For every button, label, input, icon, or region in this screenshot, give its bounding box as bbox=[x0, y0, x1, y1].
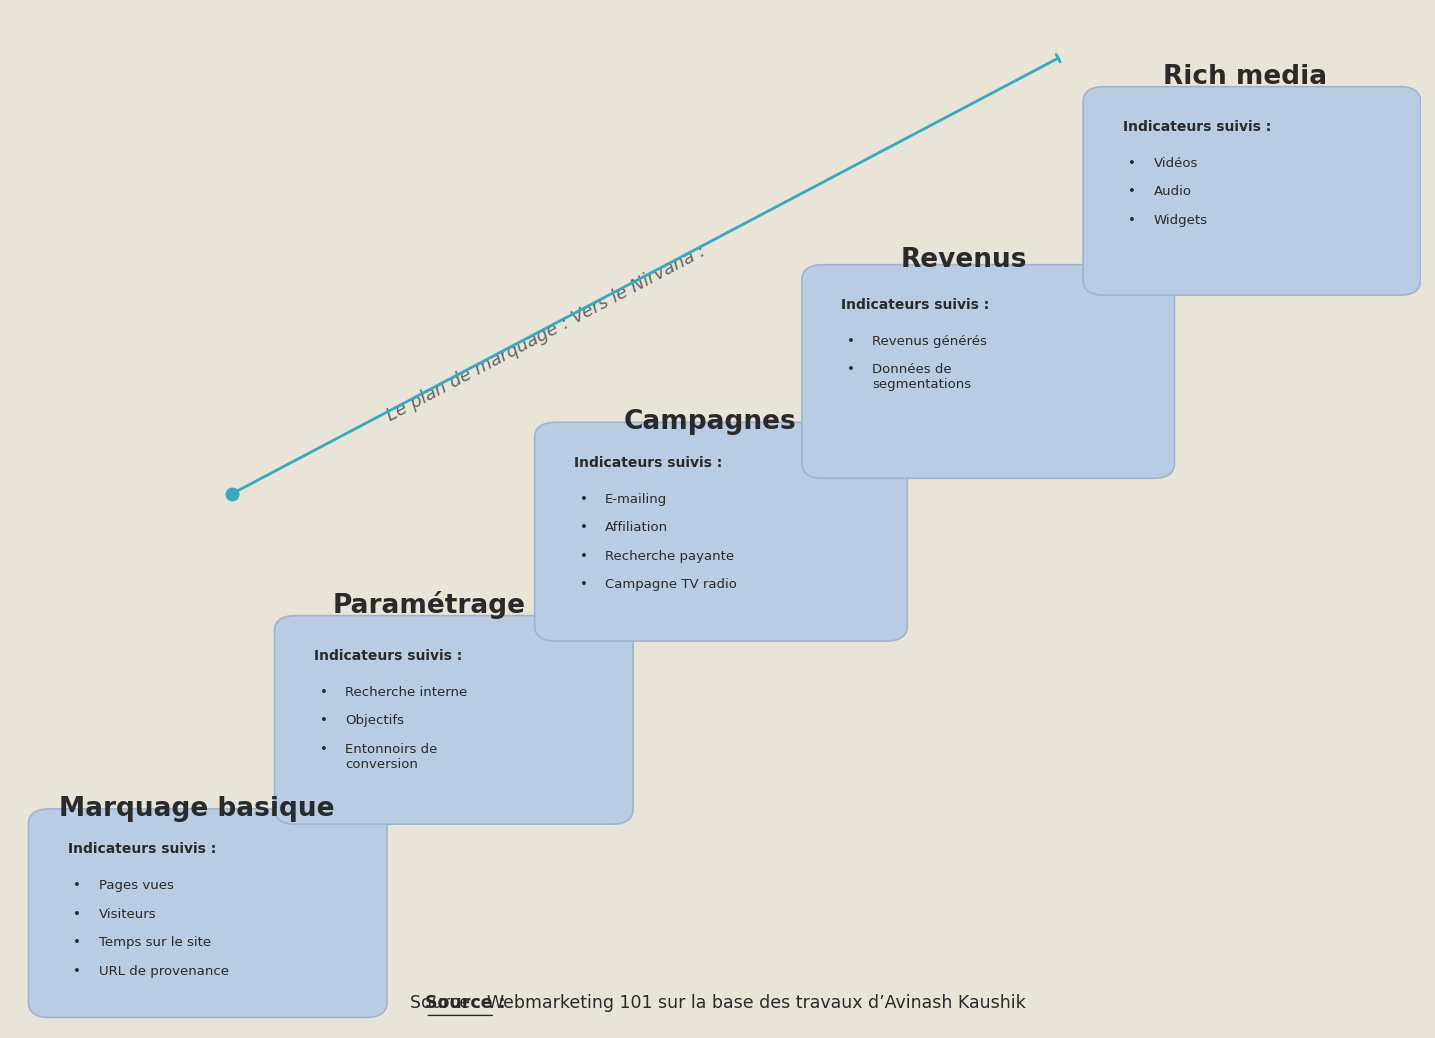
Text: E-mailing: E-mailing bbox=[606, 493, 667, 506]
Text: Audio: Audio bbox=[1154, 186, 1191, 198]
Text: •: • bbox=[320, 686, 327, 699]
Text: Campagne TV radio: Campagne TV radio bbox=[606, 578, 736, 591]
Text: Indicateurs suivis :: Indicateurs suivis : bbox=[1122, 120, 1271, 134]
Text: Indicateurs suivis :: Indicateurs suivis : bbox=[841, 298, 990, 312]
Text: •: • bbox=[580, 549, 587, 563]
Text: Paramétrage: Paramétrage bbox=[333, 592, 525, 620]
Text: Source :: Source : bbox=[425, 994, 507, 1012]
Text: Recherche interne: Recherche interne bbox=[344, 686, 466, 699]
Text: Indicateurs suivis :: Indicateurs suivis : bbox=[67, 843, 217, 856]
Text: Recherche payante: Recherche payante bbox=[606, 549, 735, 563]
Text: •: • bbox=[847, 363, 855, 377]
Text: Visiteurs: Visiteurs bbox=[99, 907, 156, 921]
Text: •: • bbox=[320, 714, 327, 728]
FancyBboxPatch shape bbox=[535, 422, 907, 641]
Text: •: • bbox=[73, 879, 82, 892]
Text: •: • bbox=[73, 936, 82, 949]
Text: Campagnes: Campagnes bbox=[624, 409, 796, 435]
Text: •: • bbox=[580, 578, 587, 591]
Text: •: • bbox=[1128, 214, 1137, 227]
Text: Affiliation: Affiliation bbox=[606, 521, 669, 534]
Text: Vidéos: Vidéos bbox=[1154, 157, 1198, 170]
Text: Source : Webmarketing 101 sur la base des travaux d’Avinash Kaushik: Source : Webmarketing 101 sur la base de… bbox=[409, 994, 1026, 1012]
Text: Indicateurs suivis :: Indicateurs suivis : bbox=[314, 649, 462, 663]
Text: Temps sur le site: Temps sur le site bbox=[99, 936, 211, 949]
Text: •: • bbox=[1128, 157, 1137, 170]
FancyBboxPatch shape bbox=[29, 809, 387, 1017]
Text: URL de provenance: URL de provenance bbox=[99, 964, 228, 978]
FancyBboxPatch shape bbox=[1083, 87, 1421, 295]
Text: Widgets: Widgets bbox=[1154, 214, 1207, 227]
Text: Marquage basique: Marquage basique bbox=[59, 796, 334, 822]
Text: Pages vues: Pages vues bbox=[99, 879, 174, 892]
Text: •: • bbox=[580, 493, 587, 506]
Text: Le plan de marquage : Vers le Nirvana :: Le plan de marquage : Vers le Nirvana : bbox=[383, 242, 709, 426]
Text: •: • bbox=[320, 743, 327, 756]
Text: Indicateurs suivis :: Indicateurs suivis : bbox=[574, 456, 722, 470]
Text: Revenus générés: Revenus générés bbox=[872, 335, 987, 348]
Text: Objectifs: Objectifs bbox=[344, 714, 403, 728]
Text: Entonnoirs de
conversion: Entonnoirs de conversion bbox=[344, 743, 438, 771]
Text: Revenus: Revenus bbox=[900, 247, 1027, 273]
FancyBboxPatch shape bbox=[802, 265, 1174, 479]
Text: •: • bbox=[1128, 186, 1137, 198]
Text: •: • bbox=[847, 335, 855, 348]
FancyBboxPatch shape bbox=[274, 616, 633, 824]
Text: •: • bbox=[73, 964, 82, 978]
Text: •: • bbox=[580, 521, 587, 534]
Text: Données de
segmentations: Données de segmentations bbox=[872, 363, 971, 391]
Text: Rich media: Rich media bbox=[1162, 63, 1327, 89]
Text: •: • bbox=[73, 907, 82, 921]
